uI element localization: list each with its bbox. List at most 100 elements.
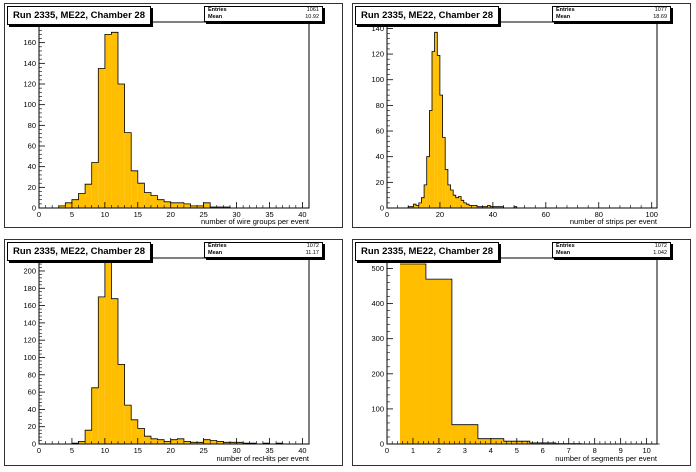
histogram-bar [164, 441, 171, 444]
stats-box: Entries 1072 Mean 1.042 [552, 242, 671, 258]
x-tick-label: 5 [70, 446, 74, 455]
segments-histogram: 0 100 200 300 400 500 0 1 2 3 4 5 6 7 8 9 10 [371, 257, 660, 455]
histogram-bar [490, 206, 493, 208]
histogram-bar [447, 184, 451, 208]
stats-entries-row: Entries 1072 [208, 243, 319, 250]
histogram-bar [463, 202, 467, 208]
x-tick-label: 0 [385, 446, 389, 455]
histogram-bar [170, 202, 178, 208]
x-tick-label: 15 [134, 210, 142, 219]
histogram-bar [408, 206, 411, 208]
x-tick-label: 7 [567, 446, 571, 455]
stats-entries-row: Entries 1072 [556, 243, 667, 250]
y-tick-label: 80 [28, 370, 36, 379]
y-tick-label: 20 [28, 183, 36, 192]
histogram-bar [118, 84, 125, 208]
histogram-outline [39, 261, 309, 445]
histogram-bar [450, 190, 454, 208]
histogram-bar [150, 195, 158, 208]
stats-mean-label: Mean [556, 14, 571, 20]
y-tick-label: 160 [23, 301, 36, 310]
histogram-bar [399, 263, 426, 444]
pad-title: Run 2335, ME22, Chamber 28 [7, 6, 151, 25]
histogram-bar [131, 419, 138, 444]
histogram-bar [477, 206, 480, 208]
wire-groups-histogram: 0204060801001201401601800510152025303540 [23, 18, 310, 219]
x-tick-label: 9 [619, 446, 623, 455]
histogram-bar [111, 32, 119, 208]
histogram-bar [223, 442, 230, 444]
histogram-bar [137, 183, 145, 208]
y-tick-label: 300 [371, 334, 384, 343]
y-tick-label: 100 [371, 75, 384, 84]
histogram-bar [421, 197, 425, 208]
x-tick-label: 15 [134, 446, 142, 455]
histogram-bar [424, 184, 427, 208]
histogram-bar [479, 206, 483, 208]
y-tick-label: 20 [28, 422, 36, 431]
stats-mean-row: Mean 1.042 [556, 250, 667, 257]
plot-frame [386, 21, 658, 209]
histogram-bar [91, 162, 99, 208]
stats-box: Entries 1072 Mean 11.17 [204, 242, 323, 258]
stats-entries-row: Entries 1061 [208, 7, 319, 14]
y-tick-label: 160 [23, 38, 36, 47]
histogram-bar [439, 95, 443, 208]
histogram-bar [514, 206, 517, 208]
histogram-bar [458, 196, 462, 208]
histogram-bar [432, 51, 435, 208]
histogram-bar [124, 405, 132, 444]
histogram-pad-strips: 0 20 40 60 80 100 120 140 0 20 40 60 80 100 Run 2335,… [352, 3, 691, 228]
histogram-bar [183, 441, 191, 444]
histogram-bar [144, 436, 151, 444]
x-tick-label: 40 [298, 446, 306, 455]
histogram-bar [453, 195, 456, 208]
y-tick-label: 80 [376, 101, 384, 110]
y-tick-label: 120 [371, 50, 384, 59]
y-tick-label: 60 [376, 127, 384, 136]
y-tick-label: 0 [32, 440, 36, 449]
stats-mean-value: 11.17 [305, 250, 319, 256]
histogram-bar [104, 262, 112, 444]
histogram-bar [471, 205, 475, 208]
x-tick-label: 8 [593, 446, 597, 455]
x-tick-label: 30 [232, 446, 240, 455]
histogram-bar [91, 387, 99, 444]
histogram-bar [203, 202, 211, 208]
y-tick-label: 0 [380, 440, 384, 449]
x-tick-label: 25 [199, 210, 207, 219]
y-tick-label: 0 [380, 204, 384, 213]
histogram-bar [474, 205, 477, 208]
histogram-bar [210, 206, 217, 208]
x-tick-label: 25 [199, 446, 207, 455]
histogram-bar [416, 205, 419, 208]
histogram-bar [426, 156, 430, 208]
stats-mean-value: 1.042 [653, 250, 667, 256]
stats-mean-label: Mean [208, 14, 223, 20]
x-tick-label: 100 [645, 210, 658, 219]
histogram-bar [500, 206, 504, 208]
histogram-bar [216, 206, 224, 208]
x-tick-label: 10 [101, 446, 109, 455]
x-tick-label: 40 [489, 210, 497, 219]
stats-mean-row: Mean 11.17 [208, 250, 319, 257]
histogram-bar [131, 170, 138, 208]
y-tick-label: 60 [28, 142, 36, 151]
x-tick-label: 60 [542, 210, 550, 219]
x-tick-label: 0 [37, 210, 41, 219]
y-tick-label: 100 [371, 404, 384, 413]
histogram-bar [492, 206, 496, 208]
histogram-bar [157, 199, 165, 208]
histogram-bar [164, 201, 171, 208]
y-tick-label: 140 [371, 24, 384, 33]
histogram-bar [98, 296, 105, 444]
histogram-bar [98, 68, 105, 208]
histogram-bar [495, 206, 499, 208]
y-tick-label: 40 [28, 162, 36, 171]
stats-entries-row: Entries 1077 [556, 7, 667, 14]
stats-box: Entries 1061 Mean 10.92 [204, 6, 323, 22]
stats-mean-value: 10.92 [305, 14, 319, 20]
y-tick-label: 60 [28, 388, 36, 397]
pad-title: Run 2335, ME22, Chamber 28 [355, 6, 499, 25]
histogram-bar [487, 205, 491, 208]
